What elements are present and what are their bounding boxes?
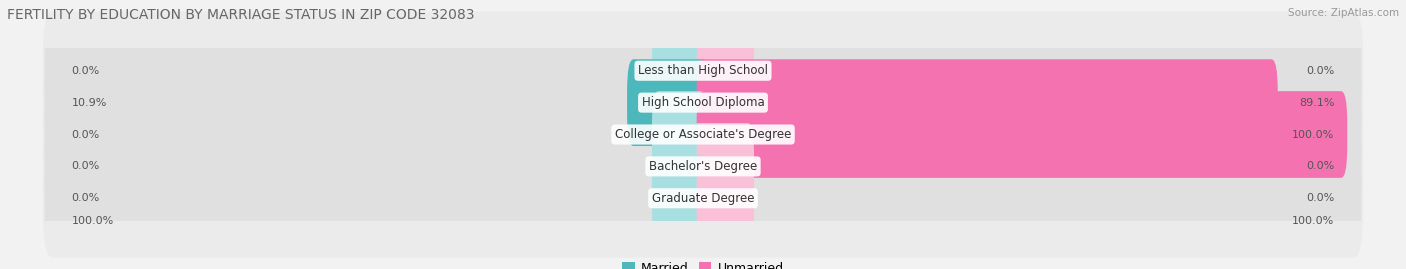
FancyBboxPatch shape xyxy=(696,27,754,114)
Text: 0.0%: 0.0% xyxy=(1306,161,1334,171)
FancyBboxPatch shape xyxy=(696,21,1361,121)
Text: 0.0%: 0.0% xyxy=(72,129,100,140)
Text: 100.0%: 100.0% xyxy=(1292,129,1334,140)
FancyBboxPatch shape xyxy=(45,21,710,121)
FancyBboxPatch shape xyxy=(42,43,1364,162)
FancyBboxPatch shape xyxy=(696,117,1361,216)
FancyBboxPatch shape xyxy=(42,107,1364,226)
FancyBboxPatch shape xyxy=(696,91,1347,178)
FancyBboxPatch shape xyxy=(652,155,710,242)
Text: 0.0%: 0.0% xyxy=(72,193,100,203)
Legend: Married, Unmarried: Married, Unmarried xyxy=(617,257,789,269)
Text: 100.0%: 100.0% xyxy=(72,215,114,226)
FancyBboxPatch shape xyxy=(45,117,710,216)
FancyBboxPatch shape xyxy=(45,148,710,248)
FancyBboxPatch shape xyxy=(42,139,1364,257)
Text: 0.0%: 0.0% xyxy=(1306,193,1334,203)
FancyBboxPatch shape xyxy=(652,27,710,114)
FancyBboxPatch shape xyxy=(42,12,1364,130)
Text: Graduate Degree: Graduate Degree xyxy=(652,192,754,205)
Text: Bachelor's Degree: Bachelor's Degree xyxy=(650,160,756,173)
FancyBboxPatch shape xyxy=(42,75,1364,194)
Text: 0.0%: 0.0% xyxy=(1306,66,1334,76)
Text: FERTILITY BY EDUCATION BY MARRIAGE STATUS IN ZIP CODE 32083: FERTILITY BY EDUCATION BY MARRIAGE STATU… xyxy=(7,8,475,22)
Text: 100.0%: 100.0% xyxy=(1292,215,1334,226)
FancyBboxPatch shape xyxy=(696,155,754,242)
Text: 89.1%: 89.1% xyxy=(1299,98,1334,108)
FancyBboxPatch shape xyxy=(652,91,710,178)
Text: High School Diploma: High School Diploma xyxy=(641,96,765,109)
Text: College or Associate's Degree: College or Associate's Degree xyxy=(614,128,792,141)
Text: Less than High School: Less than High School xyxy=(638,64,768,77)
FancyBboxPatch shape xyxy=(45,53,710,152)
FancyBboxPatch shape xyxy=(627,59,710,146)
Text: 10.9%: 10.9% xyxy=(72,98,107,108)
Text: 0.0%: 0.0% xyxy=(72,66,100,76)
FancyBboxPatch shape xyxy=(696,85,1361,184)
FancyBboxPatch shape xyxy=(45,85,710,184)
FancyBboxPatch shape xyxy=(696,148,1361,248)
FancyBboxPatch shape xyxy=(696,123,754,210)
FancyBboxPatch shape xyxy=(652,123,710,210)
Text: 0.0%: 0.0% xyxy=(72,161,100,171)
FancyBboxPatch shape xyxy=(696,59,1278,146)
Text: Source: ZipAtlas.com: Source: ZipAtlas.com xyxy=(1288,8,1399,18)
FancyBboxPatch shape xyxy=(696,53,1361,152)
